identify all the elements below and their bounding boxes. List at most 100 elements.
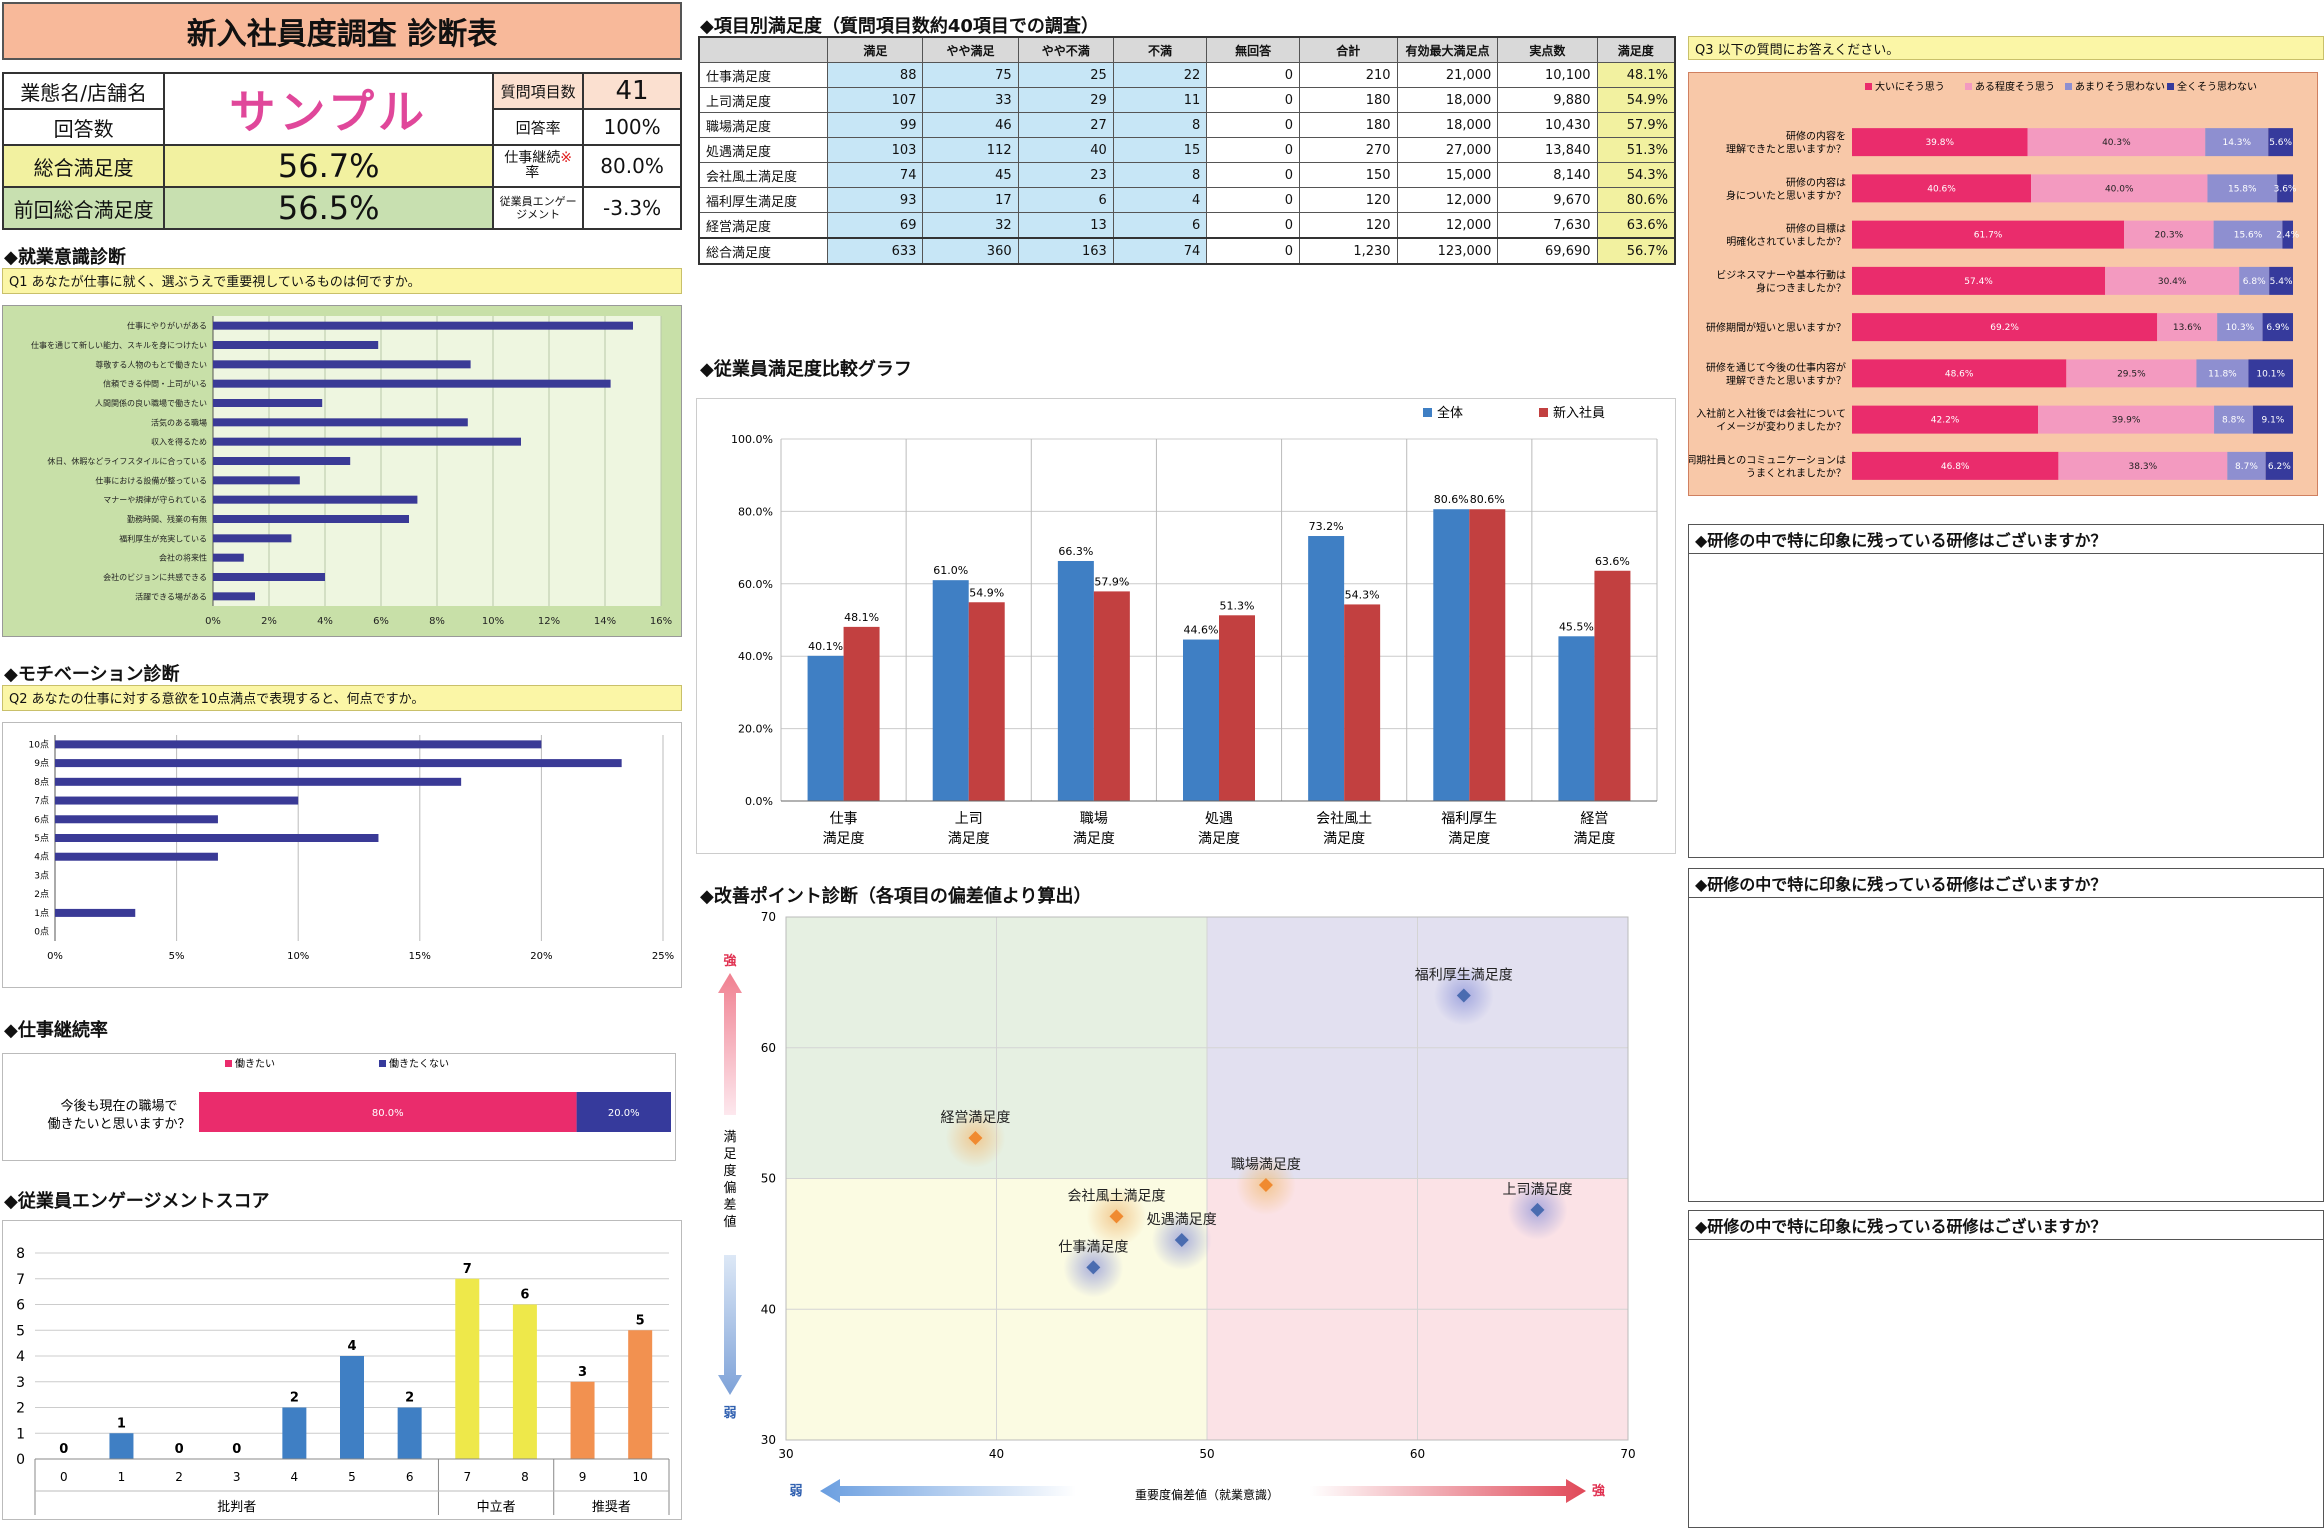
continuation-legend-swatch xyxy=(379,1060,386,1067)
overall-value: 56.7% xyxy=(163,144,495,188)
q1-bar xyxy=(213,476,300,485)
sat-cell: 10,430 xyxy=(1497,112,1598,138)
engagement-data-label: 2 xyxy=(405,1391,414,1406)
memo-box-1[interactable]: ◆研修の中で特に印象に残っている研修はございますか？ xyxy=(1688,524,2324,858)
improvement-point xyxy=(1530,1202,1545,1217)
q1-bar xyxy=(213,399,323,407)
sat-cell: 123,000 xyxy=(1396,237,1499,265)
q1-bar xyxy=(213,592,255,601)
engagement-bar xyxy=(282,1407,307,1459)
continuation-label-text: 仕事継続率 xyxy=(504,150,561,181)
improvement-point xyxy=(1258,1178,1273,1193)
sat-cell: 45 xyxy=(922,162,1019,188)
engagement-bar xyxy=(340,1356,364,1459)
q3-chart-frame: 大いにそう思う ある程度そう思う あまりそう思わない 全くそう思わない 研修の内容を 理解… xyxy=(1686,72,2318,496)
sat-cell: 32 xyxy=(922,212,1019,239)
sat-cell: 4 xyxy=(1112,187,1208,213)
table-row: 会社風土満足度 74 45 23 8 0 150 15,000 8,140 54.3% xyxy=(698,162,1676,188)
improvement-ylabel-char: 偏 xyxy=(723,1181,736,1196)
prev-label: 前回総合満足度 xyxy=(1,186,166,230)
comparison-xtick-line2: 満足度 xyxy=(1323,831,1365,847)
items-value: 41 xyxy=(582,72,682,110)
q3-data-label: 69.2% xyxy=(1990,323,2019,333)
sat-cell: 11 xyxy=(1112,87,1208,113)
engagement-label-text: 従業員エンゲージメント xyxy=(499,195,577,221)
q3-bar-segment xyxy=(2268,128,2293,157)
comparison-xtick-line2: 満足度 xyxy=(948,831,990,847)
engagement-data-label: 6 xyxy=(520,1288,529,1303)
comparison-xtick-line2: 満足度 xyxy=(823,831,865,847)
q3-question-label: イメージが変わりましたか？ xyxy=(1716,420,1846,433)
q1-chart: 0% 2% 4% 6% 8% 10% 12% 14% 16% 仕事にやりがいがある仕事を通じて新し… xyxy=(31,316,672,627)
sat-cell: 69,690 xyxy=(1497,237,1598,265)
q3-data-label: 30.4% xyxy=(2158,277,2187,287)
q3-bar-segment xyxy=(2227,451,2266,480)
sat-cell: 0 xyxy=(1206,62,1300,88)
q3-bar-segment xyxy=(2124,220,2214,249)
q2-bar xyxy=(55,777,462,786)
improvement-ytick: 30 xyxy=(761,1433,776,1447)
improvement-left-arrow xyxy=(820,1479,1076,1503)
q1-bar xyxy=(213,321,633,330)
table-row: 福利厚生満足度 93 17 6 4 0 120 12,000 9,670 80.6% xyxy=(698,187,1676,213)
engagement-ytick: 1 xyxy=(16,1426,25,1442)
comparison-bar xyxy=(968,602,1005,801)
q3-bar-segment xyxy=(2157,313,2218,342)
comparison-bar xyxy=(1344,604,1381,801)
q2-xtick: 25% xyxy=(652,951,674,962)
q3-legend-label: ある程度そう思う xyxy=(1975,80,2055,93)
q1-bar xyxy=(213,418,468,427)
sat-cell: 10,100 xyxy=(1497,62,1598,88)
q3-data-label: 8.7% xyxy=(2235,462,2258,472)
engagement-data-label: 4 xyxy=(347,1339,356,1354)
q1-category-label: 人間関係の良い職場で働きたい xyxy=(95,398,207,408)
comparison-legend-swatch xyxy=(1539,408,1548,417)
q3-bar-segment xyxy=(2207,174,2278,203)
store-label: 業態名/店舗名 xyxy=(1,72,166,110)
q2-xtick: 5% xyxy=(169,951,185,962)
comparison-data-label: 48.1% xyxy=(844,611,879,624)
sat-header-cell: 無回答 xyxy=(1206,36,1300,63)
q1-bar xyxy=(213,437,521,446)
comparison-data-label: 61.0% xyxy=(933,564,968,577)
sat-cell: 51.3% xyxy=(1596,137,1676,163)
q2-bar xyxy=(55,796,299,805)
q3-bar-segment xyxy=(1852,220,2125,249)
q1-bar xyxy=(213,457,351,465)
report-title-text: 新入社員度調査 診断表 xyxy=(186,17,498,52)
continuation-label: 仕事継続率※ xyxy=(492,144,585,188)
improvement-chart-frame: 30 40 50 60 70 30 40 50 60 70 強弱満足度偏差値弱強重要度偏差値（就業意… xyxy=(696,905,1676,1520)
memo-box-2[interactable]: ◆研修の中で特に印象に残っている研修はございますか？ xyxy=(1688,868,2324,1202)
q3-bar-segment xyxy=(1852,405,2039,434)
improvement-up-arrow xyxy=(718,973,742,1115)
q1-bar xyxy=(213,534,292,543)
engagement-bar xyxy=(455,1278,480,1459)
sat-row-label: 会社風土満足度 xyxy=(698,162,829,188)
comparison-chart-frame: 全体 新入社員 0.0% 20.0% 40.0% 60.0% 80.0% 100.0% 40.1… xyxy=(696,398,1676,854)
q2-bar xyxy=(55,908,136,917)
q1-xtick: 14% xyxy=(594,616,616,627)
q3-data-label: 6.9% xyxy=(2266,323,2289,333)
q3-bar-segment xyxy=(2205,128,2269,157)
q2-category-label: 8点 xyxy=(34,777,49,788)
engagement-ytick: 2 xyxy=(16,1401,25,1417)
engagement-title: ◆従業員エンゲージメントスコア xyxy=(4,1191,270,1212)
sat-cell: 74 xyxy=(1112,237,1208,265)
memo-box-3[interactable]: ◆研修の中で特に印象に残っている研修はございますか？ xyxy=(1688,1210,2324,1528)
engagement-data-label: 0 xyxy=(59,1442,68,1457)
improvement-weak-x: 弱 xyxy=(789,1483,802,1499)
continuation-data-label: 80.0% xyxy=(372,1108,404,1119)
comparison-xtick-line2: 満足度 xyxy=(1573,831,1615,847)
q3-bar-segment xyxy=(2196,359,2249,388)
q3-question-label: 同期社員とのコミュニケーションは xyxy=(1689,453,1846,466)
sat-header-row: 満足 やや満足 やや不満 不満 無回答 合計 有効最大満足点 実点数 満足度 xyxy=(698,36,1676,63)
q3-question-label: 身についたと思いますか？ xyxy=(1726,189,1846,202)
sat-row-label: 仕事満足度 xyxy=(698,62,829,88)
sat-cell: 18,000 xyxy=(1396,87,1499,113)
comparison-data-label: 54.9% xyxy=(969,586,1004,599)
q3-data-label: 9.1% xyxy=(2261,416,2284,426)
q3-data-label: 3.6% xyxy=(2274,184,2297,194)
q3-data-label: 61.7% xyxy=(1974,231,2003,241)
improvement-point-label: 職場満足度 xyxy=(1231,1157,1301,1173)
sat-cell: 15 xyxy=(1112,137,1208,163)
